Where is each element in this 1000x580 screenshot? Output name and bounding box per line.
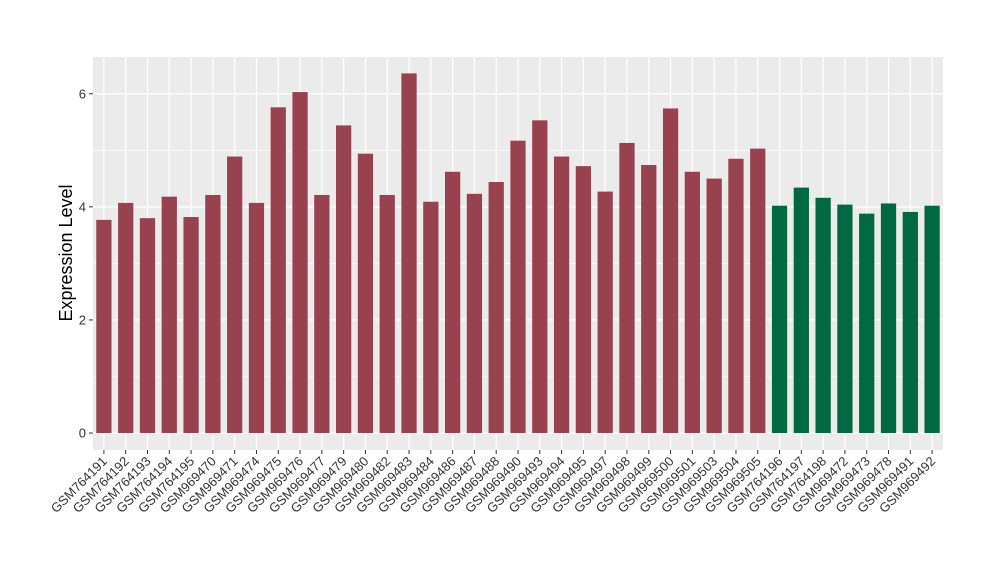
bar-GSM969472 — [837, 204, 853, 434]
bar-GSM969493 — [532, 120, 548, 434]
y-axis: 0 2 4 6 — [79, 86, 93, 441]
bar-GSM969478 — [880, 203, 897, 434]
bar-GSM969474 — [248, 202, 265, 434]
y-tick-label: 0 — [79, 426, 86, 441]
bar-GSM969486 — [444, 171, 461, 434]
bar-GSM764198 — [815, 197, 831, 434]
bar-GSM969473 — [859, 213, 875, 434]
bar-GSM969498 — [619, 142, 635, 434]
bar-GSM969484 — [423, 201, 439, 434]
bar-GSM969497 — [597, 191, 613, 434]
bar-GSM969504 — [728, 158, 744, 434]
bar-GSM969501 — [684, 171, 700, 434]
bar-GSM764192 — [118, 202, 134, 434]
y-axis-title: Expression Level — [56, 184, 76, 321]
bar-GSM969505 — [750, 148, 766, 434]
bar-GSM969490 — [510, 140, 526, 434]
bar-GSM969476 — [292, 92, 308, 434]
y-tick-label: 4 — [79, 199, 86, 214]
bar-GSM764193 — [139, 218, 156, 434]
bar-GSM969503 — [706, 178, 722, 434]
bar-GSM969471 — [227, 156, 243, 434]
bar-GSM969494 — [553, 156, 570, 434]
bar-GSM969477 — [314, 194, 330, 434]
bar-GSM764195 — [183, 217, 199, 434]
bar-GSM969495 — [575, 166, 592, 434]
bar-GSM969487 — [466, 193, 483, 434]
bar-GSM969483 — [401, 73, 417, 434]
bar-GSM764196 — [771, 205, 788, 434]
bar-GSM969482 — [379, 194, 395, 434]
bar-GSM764191 — [96, 219, 112, 434]
bar-GSM969488 — [488, 181, 504, 434]
bars — [96, 73, 940, 434]
x-axis: GSM764191GSM764192GSM764193GSM764194GSM7… — [48, 450, 938, 516]
bar-GSM969499 — [641, 165, 657, 434]
bar-GSM969475 — [270, 107, 286, 434]
bar-GSM764197 — [793, 187, 809, 434]
bar-GSM969492 — [924, 205, 940, 434]
bar-GSM764194 — [161, 196, 177, 434]
bar-GSM969500 — [662, 108, 679, 434]
bar-GSM969470 — [205, 194, 221, 434]
y-tick-label: 2 — [79, 312, 86, 327]
bar-GSM969479 — [336, 125, 352, 434]
bar-GSM969480 — [357, 153, 374, 434]
bar-GSM969491 — [902, 211, 918, 434]
y-tick-label: 6 — [79, 86, 86, 101]
